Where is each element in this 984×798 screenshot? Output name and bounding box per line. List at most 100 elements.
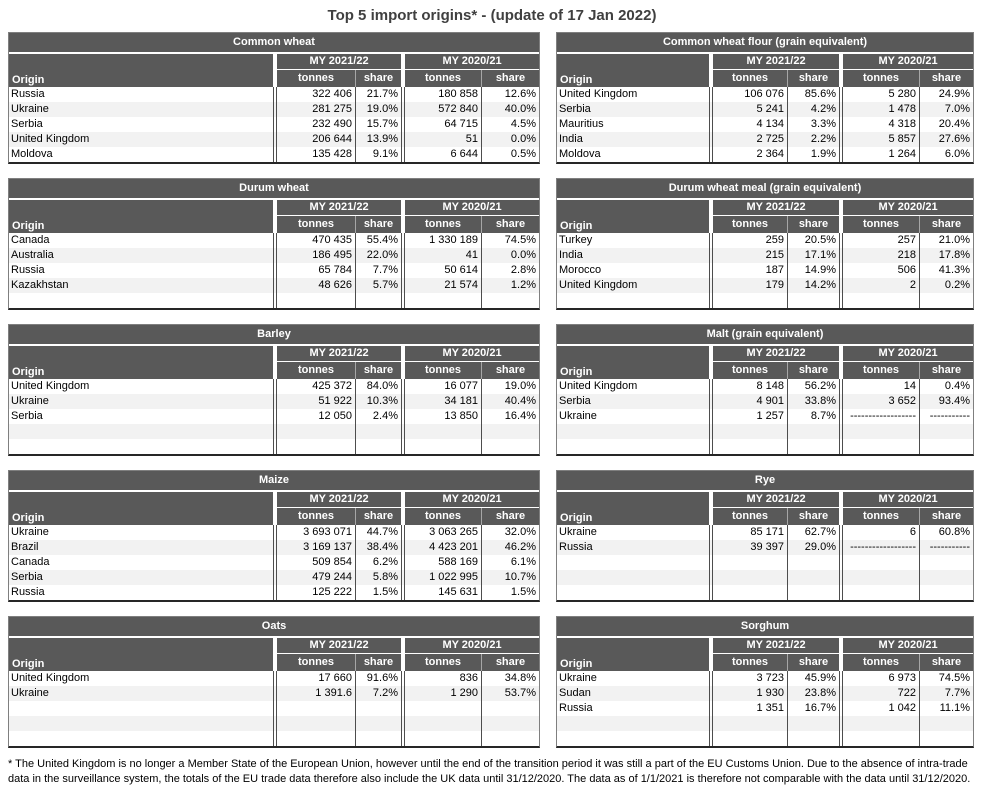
- column-spacer: [839, 132, 843, 147]
- column-spacer: [401, 87, 405, 102]
- column-spacer: [401, 716, 405, 731]
- cell-tonnes-2020-21: 1 478: [843, 102, 919, 117]
- column-header-share-2020-21: share: [919, 508, 973, 525]
- cell-tonnes-2021-22: 1 257: [756, 410, 784, 422]
- cell-share-2021-22: 15.7%: [355, 117, 401, 132]
- column-header-origin: Origin: [9, 200, 273, 233]
- cell-tonnes-2020-21: 6: [909, 526, 916, 538]
- cell-share-2021-22: 1.9%: [787, 147, 839, 162]
- table-grid: Origin MY 2021/22 MY 2020/21 tonnes share ton…: [557, 492, 973, 600]
- cell-share-2020-21: [919, 439, 973, 454]
- cell-origin: India: [557, 132, 709, 147]
- column-spacer: [273, 409, 277, 424]
- cell-tonnes-2021-22: [713, 424, 787, 439]
- column-spacer: [401, 439, 405, 454]
- cell-tonnes-2021-22: 179: [713, 278, 787, 293]
- column-spacer: [839, 439, 843, 454]
- table-grid: Origin MY 2021/22 MY 2020/21 tonnes share ton…: [557, 200, 973, 308]
- cell-share-2020-21: 32.0%: [481, 525, 539, 540]
- column-group-my-2020-21: MY 2020/21: [405, 54, 539, 70]
- table-oats: Oats Origin MY 2021/22 MY 2020/21 tonnes shar…: [8, 616, 540, 748]
- column-spacer: [273, 87, 277, 102]
- cell-share-2021-22: 7.7%: [355, 263, 401, 278]
- cell-share-2021-22: 21.7%: [355, 87, 401, 102]
- cell-origin: United Kingdom: [559, 380, 638, 392]
- column-spacer: [839, 409, 843, 424]
- cell-share-2020-21: [919, 716, 973, 731]
- column-header-share-2021-22: share: [355, 70, 401, 87]
- cell-share-2021-22: [787, 555, 839, 570]
- column-header-tonnes-2020-21: tonnes: [405, 216, 481, 233]
- cell-share-2020-21: 2.8%: [481, 263, 539, 278]
- column-spacer: [709, 87, 713, 102]
- column-header-share-2020-21: share: [481, 654, 539, 671]
- column-spacer: [401, 233, 405, 248]
- table-grid: Origin MY 2021/22 MY 2020/21 tonnes share ton…: [557, 54, 973, 162]
- column-spacer: [401, 585, 405, 600]
- cell-tonnes-2021-22: 39 397: [713, 540, 787, 555]
- column-spacer: [709, 379, 713, 394]
- cell-share-2020-21: [919, 731, 973, 746]
- cell-share-2021-22: 14.2%: [787, 278, 839, 293]
- column-spacer: [273, 248, 277, 263]
- cell-share-2021-22: 85.6%: [787, 87, 839, 102]
- cell-tonnes-2021-22: [713, 293, 787, 308]
- column-header-share-2021-22: share: [355, 216, 401, 233]
- column-spacer: [839, 147, 843, 162]
- cell-origin: Russia: [557, 540, 709, 555]
- cell-origin: [9, 424, 273, 439]
- column-spacer: [273, 263, 277, 278]
- cell-tonnes-2020-21: [843, 731, 919, 746]
- cell-origin: United Kingdom: [11, 672, 90, 684]
- cell-origin: [557, 439, 709, 454]
- cell-share-2021-22: 4.2%: [787, 102, 839, 117]
- column-header-tonnes-2021-22: tonnes: [277, 216, 355, 233]
- column-spacer: [273, 346, 277, 379]
- cell-tonnes-2021-22: [277, 439, 355, 454]
- cell-tonnes-2020-21: 64 715: [444, 118, 478, 130]
- column-header-tonnes-2020-21: tonnes: [843, 70, 919, 87]
- cell-share-2021-22: 5.7%: [355, 278, 401, 293]
- column-group-my-2020-21: MY 2020/21: [405, 638, 539, 654]
- column-spacer: [709, 346, 713, 379]
- cell-tonnes-2021-22: [713, 731, 787, 746]
- column-spacer: [709, 686, 713, 701]
- cell-tonnes-2021-22: 1 391.6: [277, 686, 355, 701]
- cell-share-2020-21: -----------: [919, 540, 973, 555]
- cell-tonnes-2020-21: 145 631: [438, 586, 478, 598]
- column-spacer: [709, 555, 713, 570]
- column-header-share-2021-22: share: [787, 508, 839, 525]
- column-spacer: [709, 525, 713, 540]
- cell-share-2020-21: [481, 701, 539, 716]
- cell-tonnes-2020-21: 6 644: [450, 148, 478, 160]
- column-group-my-2021-22: MY 2021/22: [277, 54, 401, 70]
- column-spacer: [709, 394, 713, 409]
- cell-origin: Morocco: [559, 264, 602, 276]
- column-spacer: [839, 492, 843, 525]
- cell-tonnes-2020-21: 506: [897, 264, 916, 276]
- column-spacer: [839, 87, 843, 102]
- table-grid: Origin MY 2021/22 MY 2020/21 tonnes share ton…: [9, 54, 539, 162]
- column-group-my-2020-21: MY 2020/21: [843, 200, 973, 216]
- column-header-share-2021-22: share: [355, 362, 401, 379]
- column-spacer: [273, 117, 277, 132]
- cell-origin: Moldova: [11, 148, 53, 160]
- column-header-origin: Origin: [557, 492, 709, 525]
- column-spacer: [401, 117, 405, 132]
- cell-share-2020-21: 40.0%: [481, 102, 539, 117]
- column-spacer: [401, 394, 405, 409]
- cell-origin: Ukraine: [559, 672, 597, 684]
- column-spacer: [839, 394, 843, 409]
- column-header-origin: Origin: [9, 492, 273, 525]
- cell-share-2021-22: 23.8%: [787, 686, 839, 701]
- column-group-my-2020-21: MY 2020/21: [843, 492, 973, 508]
- column-spacer: [273, 686, 277, 701]
- cell-share-2020-21: 0.5%: [481, 147, 539, 162]
- table-title: Durum wheat meal (grain equivalent): [557, 179, 973, 200]
- cell-origin: United Kingdom: [557, 278, 709, 293]
- cell-tonnes-2021-22: 479 244: [277, 570, 355, 585]
- cell-tonnes-2020-21: 572 840: [405, 102, 481, 117]
- cell-origin: United Kingdom: [559, 88, 638, 100]
- column-spacer: [401, 248, 405, 263]
- cell-tonnes-2020-21: 257: [897, 234, 916, 246]
